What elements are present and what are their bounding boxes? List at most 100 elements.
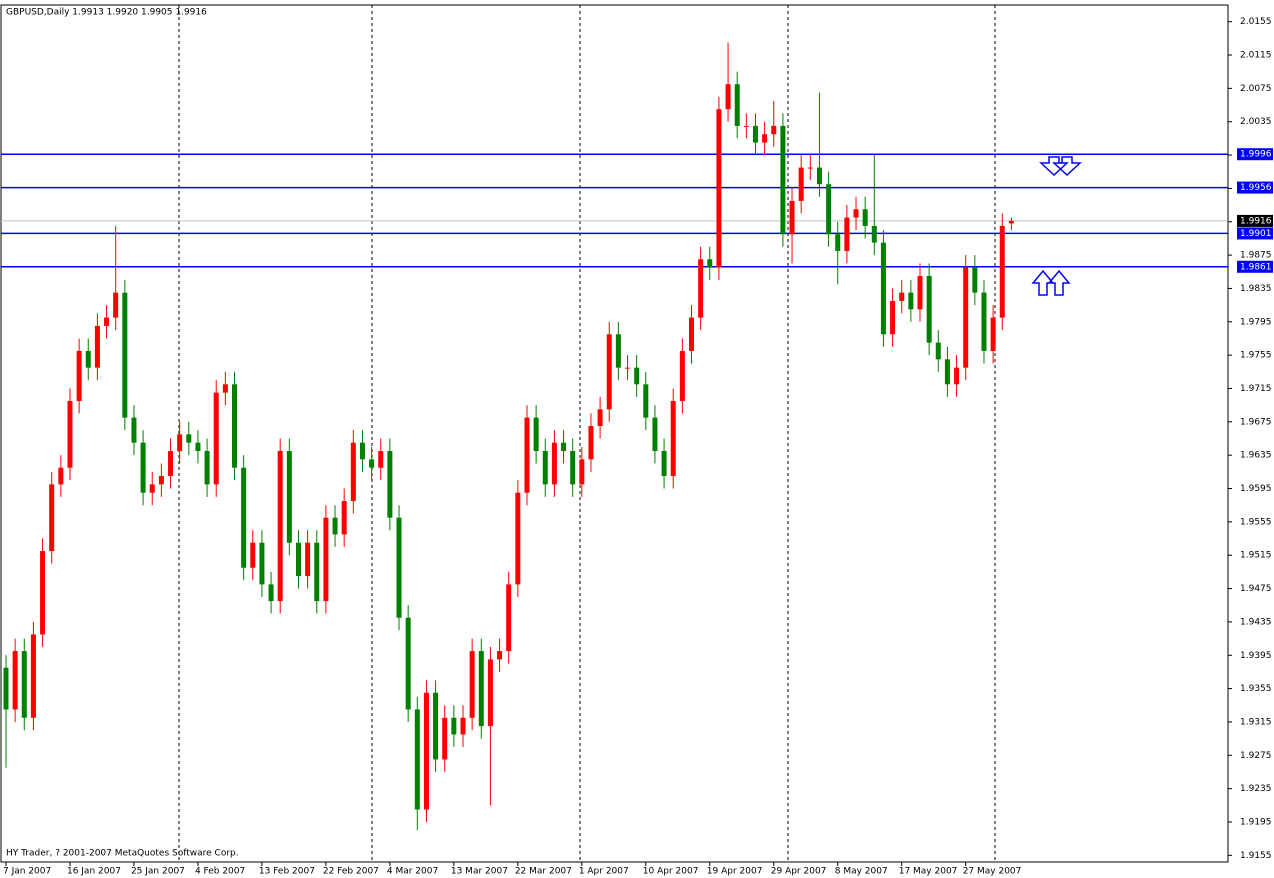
candle-body xyxy=(533,417,539,452)
x-tick-label: 19 Apr 2007 xyxy=(707,867,763,877)
candle-body xyxy=(606,334,612,410)
candle-body xyxy=(286,451,292,543)
candle-body xyxy=(908,292,914,310)
candle-body xyxy=(58,467,64,485)
down-arrow-icon xyxy=(1039,156,1082,177)
candle-body xyxy=(597,409,603,426)
y-tick-label: 1.9755 xyxy=(1240,351,1272,361)
candle-body xyxy=(771,125,777,135)
candle-body xyxy=(85,350,91,368)
candle-body xyxy=(899,292,905,301)
candle-body xyxy=(944,359,950,385)
candle-body xyxy=(168,451,174,477)
candle-body xyxy=(935,342,941,360)
candle-body xyxy=(853,209,859,218)
candle-body xyxy=(570,451,576,485)
candle-body xyxy=(551,442,557,485)
candle-body xyxy=(378,451,384,468)
up-arrow-icon xyxy=(1031,269,1071,296)
level-label-box xyxy=(1237,181,1273,194)
candle-body xyxy=(469,651,475,718)
y-tick-label: 1.9235 xyxy=(1240,784,1272,794)
y-tick-label: 1.9275 xyxy=(1240,751,1272,761)
candle-body xyxy=(204,451,210,485)
candle-body xyxy=(433,692,439,760)
candle-body xyxy=(222,384,228,393)
candle-body xyxy=(1008,220,1014,224)
y-tick-label: 1.9435 xyxy=(1240,617,1272,627)
x-tick-label: 1 Apr 2007 xyxy=(579,867,629,877)
candle-body xyxy=(460,717,466,735)
candle-body xyxy=(679,350,685,401)
y-tick-label: 1.9715 xyxy=(1240,384,1272,394)
candle-body xyxy=(643,384,649,418)
x-tick-label: 4 Feb 2007 xyxy=(195,867,245,877)
candle-body xyxy=(3,667,9,710)
chart-title: GBPUSD,Daily 1.9913 1.9920 1.9905 1.9916 xyxy=(6,8,207,18)
y-tick-label: 1.9195 xyxy=(1240,817,1272,827)
candle-body xyxy=(506,584,512,652)
candle-body xyxy=(195,442,201,452)
candle-body xyxy=(487,659,493,727)
x-tick-label: 22 Mar 2007 xyxy=(515,867,572,877)
candle-body xyxy=(478,651,484,727)
candle-body xyxy=(12,651,18,710)
candle-body xyxy=(780,125,786,235)
y-tick-label: 1.9795 xyxy=(1240,317,1272,327)
candle-body xyxy=(689,317,694,351)
y-tick-label: 1.9395 xyxy=(1240,651,1272,661)
candle-body xyxy=(826,184,832,235)
candle-body xyxy=(94,325,100,368)
candle-body xyxy=(515,492,521,585)
x-tick-label: 4 Mar 2007 xyxy=(387,867,438,877)
candle-body xyxy=(734,84,740,126)
candle-body xyxy=(213,392,219,485)
candle-body xyxy=(305,542,311,577)
candle-body xyxy=(396,517,402,618)
y-tick-label: 1.9475 xyxy=(1240,584,1272,594)
candle-body xyxy=(186,434,192,443)
candle-body xyxy=(917,275,923,310)
candle-body xyxy=(615,334,621,368)
candle-body xyxy=(414,709,420,810)
candle-body xyxy=(871,225,877,243)
y-tick-label: 1.9875 xyxy=(1240,251,1272,261)
x-tick-label: 7 Jan 2007 xyxy=(3,867,51,877)
candle-body xyxy=(807,167,813,169)
candle-body xyxy=(926,275,932,343)
candle-body xyxy=(625,367,631,369)
level-label-box xyxy=(1237,148,1273,161)
candle-body xyxy=(40,551,46,635)
candle-body xyxy=(295,542,301,577)
candle-body xyxy=(789,200,795,235)
candle-body xyxy=(762,134,768,143)
level-label: 1.9861 xyxy=(1240,262,1272,272)
candle-body xyxy=(149,484,155,493)
x-tick-label: 22 Feb 2007 xyxy=(323,867,379,877)
candle-body xyxy=(442,717,448,760)
candle-body xyxy=(67,400,73,468)
candle-body xyxy=(259,542,265,585)
candle-body xyxy=(314,542,320,602)
candle-body xyxy=(30,634,36,718)
candle-body xyxy=(21,651,27,718)
x-tick-label: 25 Jan 2007 xyxy=(131,867,185,877)
y-tick-label: 1.9515 xyxy=(1240,551,1272,561)
marks xyxy=(1,42,1228,831)
candle-body xyxy=(76,350,82,401)
y-tick-label: 1.9555 xyxy=(1240,517,1272,527)
candle-body xyxy=(972,267,978,293)
x-tick-label: 16 Jan 2007 xyxy=(67,867,121,877)
candle-body xyxy=(122,292,128,418)
y-tick-label: 2.0155 xyxy=(1240,17,1272,27)
candle-body xyxy=(963,267,969,368)
y-tick-label: 1.9835 xyxy=(1240,284,1272,294)
y-tick-label: 1.9595 xyxy=(1240,484,1272,494)
candle-body xyxy=(670,400,676,477)
y-tick-label: 1.9675 xyxy=(1240,417,1272,427)
candle-body xyxy=(241,467,247,568)
candle-body xyxy=(158,476,164,485)
x-tick-label: 13 Feb 2007 xyxy=(259,867,315,877)
plot-frame xyxy=(0,4,1229,863)
